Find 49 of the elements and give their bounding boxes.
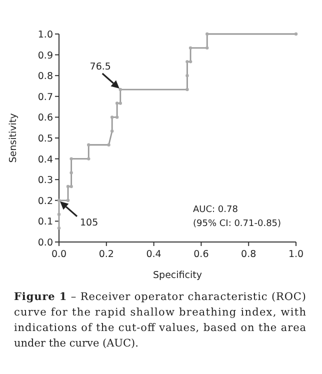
point — [87, 157, 90, 160]
point — [110, 116, 114, 119]
point — [115, 102, 119, 105]
point — [115, 116, 119, 119]
point — [66, 198, 70, 202]
point — [206, 32, 209, 36]
point — [118, 102, 122, 105]
annotation: 76.5 — [90, 62, 111, 73]
point — [70, 157, 73, 160]
y-tick-label: 0.4 — [38, 154, 53, 166]
y-tick-label: 0.0 — [38, 238, 53, 248]
y-tick-label: 0.7 — [38, 92, 53, 103]
x-tick-label: 0.6 — [194, 249, 209, 260]
point — [110, 130, 114, 133]
annotation: (95% CI: 0.71-0.85) — [193, 219, 282, 229]
point — [186, 60, 189, 64]
point — [188, 60, 192, 64]
y-tick-label: 1.0 — [38, 30, 53, 40]
point — [118, 88, 122, 92]
point — [66, 184, 70, 188]
x-tick-label: 1.0 — [288, 249, 304, 260]
x-tick-label: 0.0 — [51, 249, 67, 260]
point — [57, 212, 61, 216]
point — [70, 171, 73, 174]
point — [294, 32, 298, 36]
y-tick-label: 0.5 — [38, 134, 53, 144]
point — [70, 184, 73, 188]
point — [188, 46, 192, 50]
y-axis-title: Sensitivity — [8, 112, 19, 163]
caption: Figure 1 – Receiver operator characteristic (ROC) curve for the rapid shallow breathing index, with indications of the cut-off values, based on the area under the curve (AUC). — [14, 291, 306, 350]
point — [186, 88, 189, 92]
y-tick-label: 0.8 — [38, 71, 53, 82]
x-tick-label: 0.2 — [98, 249, 114, 260]
annotation: AUC: 0.78 — [193, 205, 238, 215]
y-tick-label: 0.2 — [38, 196, 53, 207]
point — [57, 198, 61, 202]
x-tick-label: 0.4 — [146, 249, 162, 260]
point — [87, 143, 90, 146]
point — [107, 143, 110, 146]
point — [57, 226, 61, 230]
y-tick-label: 0.1 — [38, 216, 53, 228]
y-tick-label: 0.3 — [38, 175, 53, 186]
y-tick-label: 0.9 — [38, 50, 53, 62]
annotation: 105 — [80, 217, 98, 228]
point — [206, 46, 209, 50]
x-tick-label: 0.8 — [241, 249, 256, 260]
x-axis-title: Specificity — [153, 270, 202, 281]
point — [186, 74, 189, 78]
y-tick-label: 0.6 — [38, 112, 53, 124]
